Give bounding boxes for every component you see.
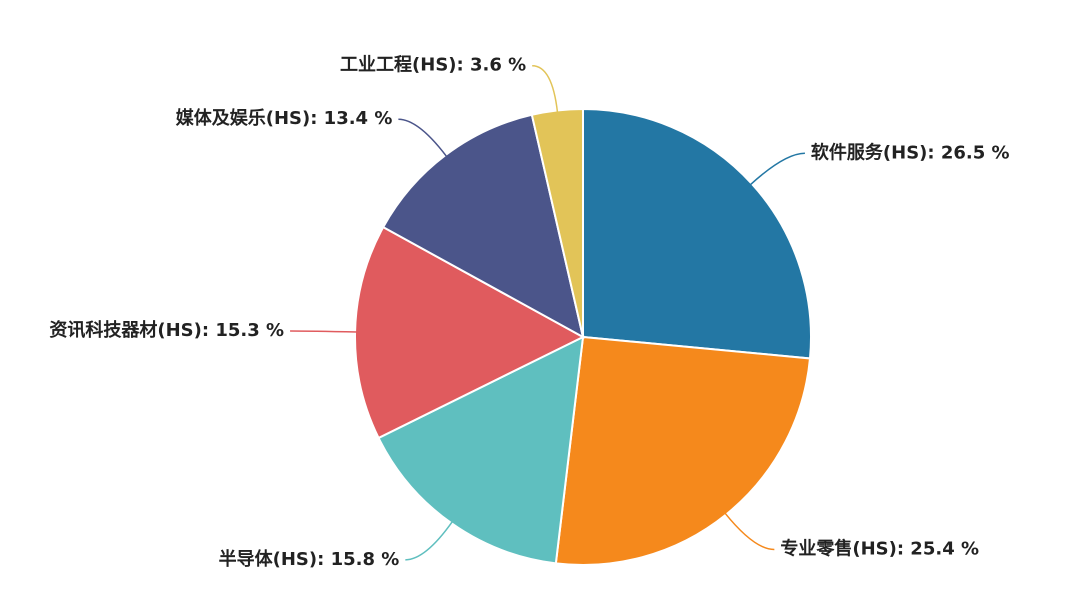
pie-slice (582, 107, 812, 360)
leader-line (532, 64, 559, 113)
data-label: 半导体(HS): 15.8 % (219, 548, 400, 570)
leader-line (749, 152, 805, 186)
leader-line (398, 118, 448, 158)
data-label: 工业工程(HS): 3.6 % (340, 55, 526, 76)
pie-slice (554, 335, 812, 566)
leader-line (290, 330, 358, 333)
data-label: 资讯科技器材(HS): 15.3 % (49, 319, 284, 341)
leader-line (724, 512, 775, 551)
data-label: 专业零售(HS): 25.4 % (780, 538, 979, 560)
data-label: 媒体及娱乐(HS): 13.4 % (176, 107, 393, 129)
leader-line (405, 521, 454, 561)
data-label: 软件服务(HS): 26.5 % (811, 141, 1010, 163)
